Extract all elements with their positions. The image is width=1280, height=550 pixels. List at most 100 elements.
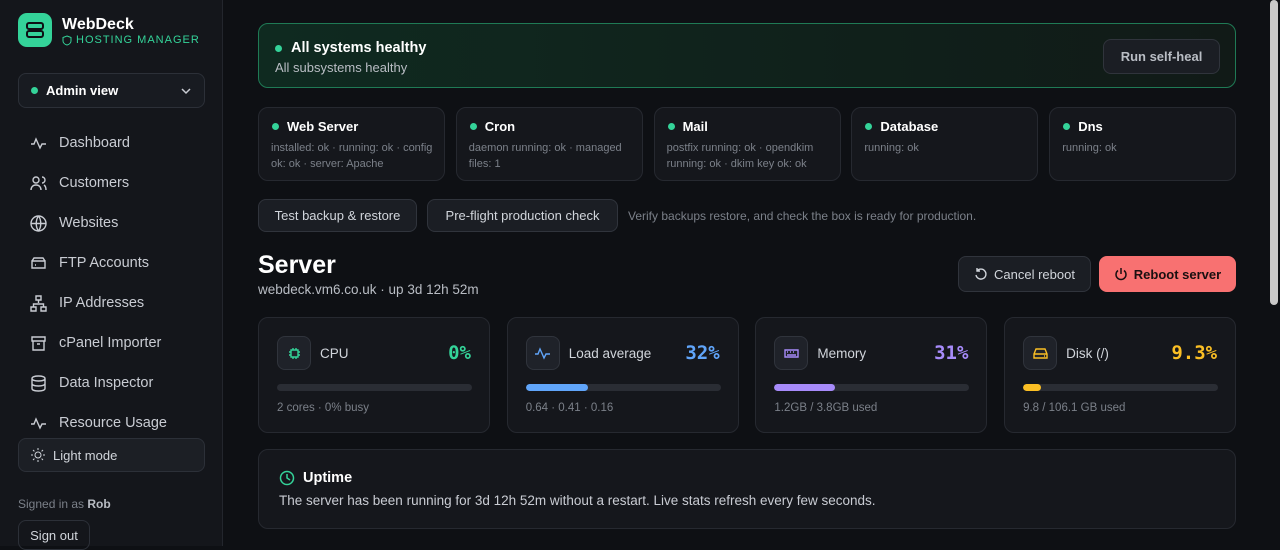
nav-item[interactable]: Customers (30, 171, 129, 195)
metric-track (1023, 384, 1219, 391)
metric-track (277, 384, 472, 391)
subsystem-header: Mail (667, 119, 708, 134)
subsystem-header: Web Server (272, 119, 358, 134)
subsystem-card: Dns running: ok (1049, 107, 1237, 181)
metric-glyph (1032, 347, 1048, 359)
sidebar: WebDeck HOSTING MANAGER Admin view Dashb… (0, 0, 223, 550)
status-dot (469, 123, 477, 130)
metric-label: Load average (568, 346, 652, 361)
metric-detail: 9.8 / 106.1 GB used (1023, 402, 1126, 414)
nav-icon (30, 214, 47, 232)
status-dot (667, 123, 675, 130)
cancel-reboot-button[interactable]: Cancel reboot (958, 256, 1091, 292)
self-heal-button[interactable]: Run self-heal (1103, 39, 1220, 74)
subsystem-detail: running: ok (1062, 142, 1117, 154)
status-dot (1063, 123, 1071, 130)
scrollbar[interactable] (1270, 0, 1278, 305)
nav-item[interactable]: cPanel Importer (30, 331, 161, 355)
metric-detail: 2 cores · 0% busy (277, 402, 370, 414)
uptime-text: The server has been running for 3d 12h 5… (279, 493, 876, 508)
subsystem-header: Dns (1063, 119, 1103, 134)
metric-glyph (784, 348, 799, 358)
undo-icon (975, 268, 987, 280)
banner-title-row: All systems healthy (275, 40, 426, 56)
metric-bar (774, 384, 835, 391)
metric-label: Disk (/) (1066, 346, 1109, 361)
check-button[interactable]: Test backup & restore (258, 199, 417, 232)
nav-label: Data Inspector (59, 375, 154, 391)
subsystem-card: Mail postfix running: ok · opendkim runni… (653, 107, 841, 181)
view-label: Admin view (46, 83, 119, 98)
server-title: Server (258, 251, 336, 279)
nav-label: Websites (59, 215, 119, 231)
metric-value: 9.3% (1171, 342, 1218, 364)
subsystem-detail: running: ok (864, 142, 919, 154)
health-banner: All systems healthy All subsystems healt… (258, 23, 1236, 88)
nav-label: IP Addresses (59, 295, 145, 311)
metric-value: 31% (934, 342, 969, 364)
metric-label: Memory (817, 346, 867, 361)
uptime-card: Uptime The server has been running for 3… (258, 449, 1236, 529)
metric-detail: 0.64 · 0.41 · 0.16 (525, 402, 614, 414)
nav-item[interactable]: Websites (30, 211, 118, 235)
metric-value: 32% (685, 342, 720, 364)
signed-prefix: Signed in as (18, 497, 85, 511)
metric-card: CPU 0% 2 cores · 0% busy (258, 317, 490, 433)
nav-item[interactable]: Resource Usage (30, 411, 167, 435)
metric-icon (277, 336, 311, 370)
nav-label: FTP Accounts (59, 255, 149, 271)
nav-item[interactable]: FTP Accounts (30, 251, 149, 275)
nav-item[interactable]: Data Inspector (30, 371, 153, 395)
banner-title: All systems healthy (291, 40, 427, 56)
subsystem-detail: daemon running: ok · managed files: 1 (468, 142, 622, 170)
nav-icon (30, 294, 47, 312)
theme-label: Light mode (53, 447, 118, 463)
subsystem-name: Dns (1078, 119, 1103, 134)
metric-card: Load average 32% 0.64 · 0.41 · 0.16 (506, 317, 739, 433)
subsystem-detail: postfix running: ok · opendkim running: … (666, 142, 814, 170)
metric-glyph (288, 347, 300, 359)
check-button[interactable]: Pre-flight production check (427, 199, 618, 232)
banner-subtitle: All subsystems healthy (275, 60, 408, 75)
logo-icon (26, 22, 44, 38)
nav-icon (31, 335, 46, 351)
subsystem-card: Database running: ok (851, 107, 1039, 181)
nav-label: Resource Usage (59, 415, 167, 431)
nav-icon (30, 175, 47, 190)
status-dot (275, 44, 282, 52)
metric-track (525, 384, 721, 391)
clock-icon (279, 470, 295, 486)
metric-card: Memory 31% 1.2GB / 3.8GB used (755, 317, 988, 433)
nav-item[interactable]: IP Addresses (30, 291, 144, 315)
signed-in: Signed in as Rob (18, 497, 111, 511)
view-selector[interactable]: Admin view (18, 73, 205, 108)
nav-label: Customers (59, 175, 130, 191)
metric-icon (1023, 336, 1058, 370)
subsystem-header: Cron (469, 119, 516, 134)
subsystem-name: Cron (484, 119, 516, 134)
nav-label: Dashboard (59, 135, 130, 151)
metric-detail: 1.2GB / 3.8GB used (774, 402, 878, 414)
metric-bar (525, 384, 589, 391)
metric-card: Disk (/) 9.3% 9.8 / 106.1 GB used (1004, 317, 1237, 433)
reboot-label: Reboot server (1133, 266, 1222, 282)
subsystem-name: Mail (682, 119, 708, 134)
subsystem-card: Cron daemon running: ok · managed files: … (455, 107, 643, 181)
metric-icon (525, 336, 560, 370)
nav-item[interactable]: Dashboard (30, 131, 130, 155)
nav-icon (31, 136, 46, 150)
chevron (181, 87, 191, 94)
theme-toggle[interactable]: Light mode (18, 438, 205, 472)
nav-icon (31, 256, 46, 269)
subsystem-header: Database (865, 119, 938, 134)
reboot-button[interactable]: Reboot server (1099, 256, 1236, 292)
subsystem-detail: installed: ok · running: ok · config ok:… (271, 142, 433, 170)
sun-icon (31, 448, 45, 462)
subsystem-name: Web Server (287, 119, 359, 134)
shield-icon (62, 34, 72, 46)
subsystem-card: Web Server installed: ok · running: ok · … (258, 107, 445, 181)
brand: WebDeck (62, 16, 134, 33)
check-note: Verify backups restore, and check the bo… (628, 209, 977, 223)
